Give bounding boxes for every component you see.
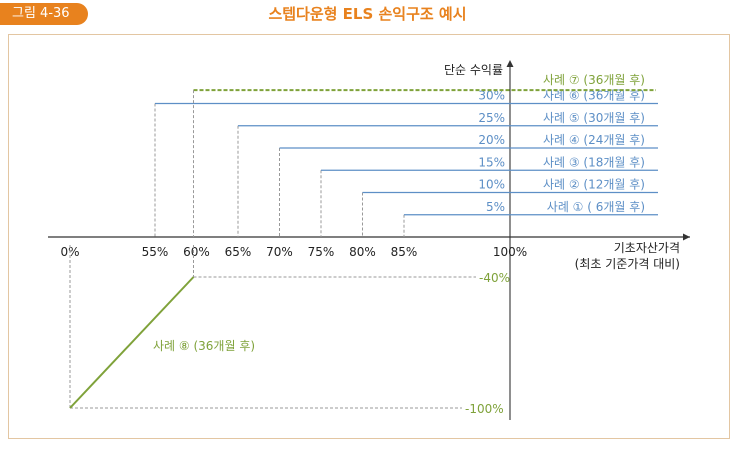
case8-label: 사례 ⑧ (36개월 후) xyxy=(153,339,255,353)
y-tick-label: 30% xyxy=(478,89,505,103)
step-case-label: 사례 ⑤ (30개월 후) xyxy=(543,111,645,125)
y-axis-label: 단순 수익률 xyxy=(444,63,503,77)
chart-frame xyxy=(8,34,730,439)
case7-label: 사례 ⑦ (36개월 후) xyxy=(543,73,645,87)
x-axis-arrow-icon xyxy=(683,233,690,241)
step-case-label: 사례 ④ (24개월 후) xyxy=(543,133,645,147)
y-tick-label-negative: -100% xyxy=(465,402,504,416)
x-axis-label-line1: 기초자산가격 xyxy=(614,241,680,255)
step-case-label: 사례 ⑥ (36개월 후) xyxy=(543,89,645,103)
step-case-label: 사례 ③ (18개월 후) xyxy=(543,155,645,169)
step-case-label: 사례 ② (12개월 후) xyxy=(543,178,645,192)
x-tick-label: 65% xyxy=(225,245,252,259)
y-tick-label: 10% xyxy=(478,178,505,192)
figure-title: 스텝다운형 ELS 손익구조 예시 xyxy=(268,5,467,23)
y-tick-label: 5% xyxy=(486,200,505,214)
case8-loss-line xyxy=(69,276,195,409)
step-case-label: 사례 ① ( 6개월 후) xyxy=(547,200,645,214)
y-axis-arrow-icon xyxy=(506,60,514,67)
x-tick-label: 60% xyxy=(183,245,210,259)
figure-label: 그림 4-36 xyxy=(0,3,88,25)
y-tick-label: 25% xyxy=(478,111,505,125)
x-tick-label: 80% xyxy=(349,245,376,259)
x-tick-label: 100% xyxy=(493,245,527,259)
x-tick-label: 75% xyxy=(308,245,335,259)
y-tick-label: 20% xyxy=(478,133,505,147)
x-tick-label: 70% xyxy=(266,245,293,259)
y-tick-label-negative: -40% xyxy=(479,271,510,285)
x-tick-label: 55% xyxy=(142,245,169,259)
y-tick-label: 15% xyxy=(478,155,505,169)
x-axis-label-line2: (최초 기준가격 대비) xyxy=(575,257,680,271)
x-tick-label: 85% xyxy=(391,245,418,259)
